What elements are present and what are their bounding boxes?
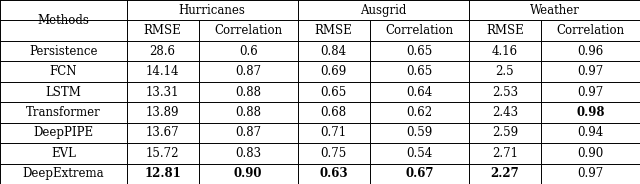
Text: FCN: FCN [49,65,77,78]
Text: DeepPIPE: DeepPIPE [33,126,93,139]
Text: 13.31: 13.31 [146,86,179,98]
Text: 0.63: 0.63 [319,167,348,180]
Text: 0.62: 0.62 [406,106,432,119]
Text: 0.75: 0.75 [321,147,347,160]
Text: 14.14: 14.14 [146,65,179,78]
Text: 2.27: 2.27 [490,167,519,180]
Text: 0.83: 0.83 [235,147,261,160]
Text: RMSE: RMSE [144,24,182,37]
Text: 0.96: 0.96 [577,45,604,58]
Text: 0.67: 0.67 [405,167,433,180]
Text: Ausgrid: Ausgrid [360,4,406,17]
Text: 0.87: 0.87 [235,126,261,139]
Text: Correlation: Correlation [385,24,453,37]
Text: Methods: Methods [37,14,89,27]
Text: 15.72: 15.72 [146,147,179,160]
Text: 0.71: 0.71 [321,126,347,139]
Text: 2.53: 2.53 [492,86,518,98]
Text: Hurricanes: Hurricanes [179,4,246,17]
Text: 0.54: 0.54 [406,147,433,160]
Text: 0.98: 0.98 [576,106,605,119]
Text: 0.6: 0.6 [239,45,257,58]
Text: 2.43: 2.43 [492,106,518,119]
Text: RMSE: RMSE [315,24,353,37]
Text: Correlation: Correlation [556,24,625,37]
Text: 0.90: 0.90 [234,167,262,180]
Text: 28.6: 28.6 [150,45,175,58]
Text: 0.88: 0.88 [235,86,261,98]
Text: 0.88: 0.88 [235,106,261,119]
Text: 2.71: 2.71 [492,147,518,160]
Text: 0.65: 0.65 [321,86,347,98]
Text: 0.97: 0.97 [577,86,604,98]
Text: Transformer: Transformer [26,106,100,119]
Text: 0.59: 0.59 [406,126,433,139]
Text: 13.89: 13.89 [146,106,179,119]
Text: 0.65: 0.65 [406,65,433,78]
Text: 4.16: 4.16 [492,45,518,58]
Text: LSTM: LSTM [45,86,81,98]
Text: EVL: EVL [51,147,76,160]
Text: DeepExtrema: DeepExtrema [22,167,104,180]
Text: 0.65: 0.65 [406,45,433,58]
Text: 0.84: 0.84 [321,45,347,58]
Text: Weather: Weather [529,4,579,17]
Text: Correlation: Correlation [214,24,282,37]
Text: 2.5: 2.5 [495,65,514,78]
Text: RMSE: RMSE [486,24,524,37]
Text: 2.59: 2.59 [492,126,518,139]
Text: 0.64: 0.64 [406,86,433,98]
Text: 0.69: 0.69 [321,65,347,78]
Text: 13.67: 13.67 [146,126,179,139]
Text: 0.97: 0.97 [577,65,604,78]
Text: Persistence: Persistence [29,45,97,58]
Text: 0.97: 0.97 [577,167,604,180]
Text: 0.68: 0.68 [321,106,347,119]
Text: 12.81: 12.81 [144,167,181,180]
Text: 0.94: 0.94 [577,126,604,139]
Text: 0.87: 0.87 [235,65,261,78]
Text: 0.90: 0.90 [577,147,604,160]
